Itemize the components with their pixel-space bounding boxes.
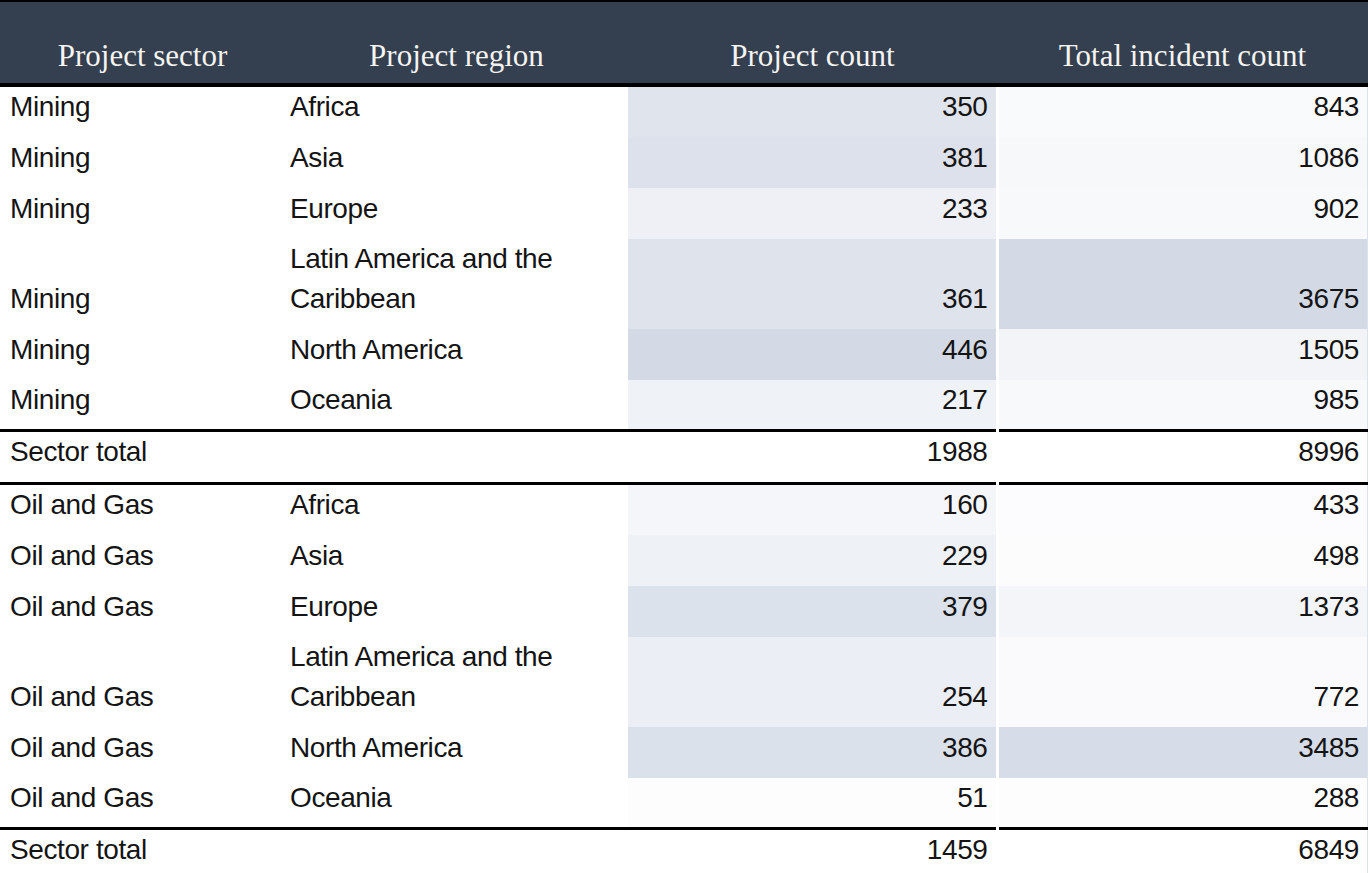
sector-cell: Oil and Gas <box>0 637 285 727</box>
table-header: Project sector Project region Project co… <box>0 1 1368 85</box>
project-count-cell: 233 <box>628 188 997 239</box>
table-body: MiningAfrica350843MiningAsia3811086Minin… <box>0 85 1368 873</box>
sector-cell: Oil and Gas <box>0 586 285 637</box>
table-row: Oil and GasEurope3791373 <box>0 586 1368 637</box>
region-cell: Latin America and the Caribbean <box>285 239 628 329</box>
sector-total-incident-count: 8996 <box>997 431 1368 484</box>
region-cell: Africa <box>285 483 628 534</box>
sector-cell: Oil and Gas <box>0 727 285 778</box>
region-cell: Asia <box>285 535 628 586</box>
table-row: MiningAfrica350843 <box>0 85 1368 137</box>
region-cell: Latin America and the Caribbean <box>285 637 628 727</box>
sector-cell: Mining <box>0 188 285 239</box>
region-cell: North America <box>285 727 628 778</box>
project-count-cell: 446 <box>628 329 997 380</box>
table-row: MiningNorth America4461505 <box>0 329 1368 380</box>
region-cell: Oceania <box>285 778 628 829</box>
header-row: Project sector Project region Project co… <box>0 1 1368 85</box>
sector-total-spacer <box>285 431 628 484</box>
region-cell: Oceania <box>285 380 628 431</box>
region-cell: Europe <box>285 586 628 637</box>
project-count-cell: 379 <box>628 586 997 637</box>
column-header-project-sector: Project sector <box>0 1 285 85</box>
sector-cell: Mining <box>0 380 285 431</box>
table-row: Oil and GasNorth America3863485 <box>0 727 1368 778</box>
region-cell: Asia <box>285 137 628 188</box>
column-header-project-count: Project count <box>628 1 997 85</box>
sector-total-label: Sector total <box>0 431 285 484</box>
incident-count-cell: 843 <box>997 85 1368 137</box>
incident-count-cell: 498 <box>997 535 1368 586</box>
incident-count-cell: 772 <box>997 637 1368 727</box>
table-row: Oil and GasAfrica160433 <box>0 483 1368 534</box>
incident-summary-table: Project sector Project region Project co… <box>0 0 1368 873</box>
column-header-project-region: Project region <box>285 1 628 85</box>
incident-count-cell: 3485 <box>997 727 1368 778</box>
project-count-cell: 51 <box>628 778 997 829</box>
sector-total-project-count: 1988 <box>628 431 997 484</box>
region-cell: Europe <box>285 188 628 239</box>
incident-count-cell: 985 <box>997 380 1368 431</box>
region-cell: Africa <box>285 85 628 137</box>
table-row: Oil and GasOceania51288 <box>0 778 1368 829</box>
project-count-cell: 254 <box>628 637 997 727</box>
sector-cell: Mining <box>0 329 285 380</box>
sector-cell: Mining <box>0 137 285 188</box>
project-count-cell: 361 <box>628 239 997 329</box>
sector-total-label: Sector total <box>0 829 285 873</box>
table-row: Oil and GasAsia229498 <box>0 535 1368 586</box>
project-count-cell: 350 <box>628 85 997 137</box>
project-count-cell: 381 <box>628 137 997 188</box>
table-row: MiningLatin America and the Caribbean361… <box>0 239 1368 329</box>
table-row: Oil and GasLatin America and the Caribbe… <box>0 637 1368 727</box>
project-count-cell: 217 <box>628 380 997 431</box>
sector-cell: Oil and Gas <box>0 483 285 534</box>
sector-total-spacer <box>285 829 628 873</box>
sector-cell: Mining <box>0 239 285 329</box>
project-count-cell: 160 <box>628 483 997 534</box>
incident-count-cell: 1505 <box>997 329 1368 380</box>
project-count-cell: 386 <box>628 727 997 778</box>
sector-total-row: Sector total 14596849 <box>0 829 1368 873</box>
sector-cell: Mining <box>0 85 285 137</box>
table-row: MiningOceania217985 <box>0 380 1368 431</box>
project-count-cell: 229 <box>628 535 997 586</box>
incident-count-cell: 902 <box>997 188 1368 239</box>
sector-total-project-count: 1459 <box>628 829 997 873</box>
incident-count-cell: 3675 <box>997 239 1368 329</box>
column-header-total-incident-count: Total incident count <box>997 1 1368 85</box>
incident-count-cell: 433 <box>997 483 1368 534</box>
sector-total-row: Sector total 19888996 <box>0 431 1368 484</box>
sector-cell: Oil and Gas <box>0 778 285 829</box>
sector-cell: Oil and Gas <box>0 535 285 586</box>
table-row: MiningEurope233902 <box>0 188 1368 239</box>
sector-total-incident-count: 6849 <box>997 829 1368 873</box>
incident-count-cell: 1086 <box>997 137 1368 188</box>
incident-count-cell: 288 <box>997 778 1368 829</box>
table-row: MiningAsia3811086 <box>0 137 1368 188</box>
incident-count-cell: 1373 <box>997 586 1368 637</box>
region-cell: North America <box>285 329 628 380</box>
